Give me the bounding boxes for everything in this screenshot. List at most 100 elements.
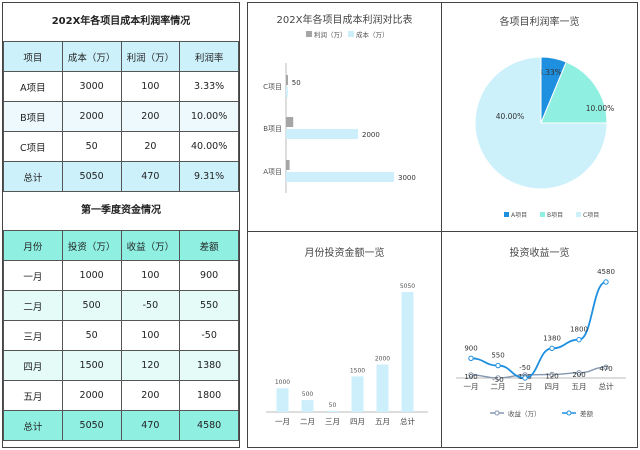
table-row: A项目 3000 100 3.33% xyxy=(3,71,239,102)
table-header-cell: 投资（万） xyxy=(61,230,122,261)
table-cell[interactable]: B项目 xyxy=(3,101,63,132)
table-cell[interactable]: 550 xyxy=(179,290,239,321)
pie-slice xyxy=(540,61,608,124)
chart-investment-panel[interactable]: 月份投资金额一览 1000 一月 500 二月 50 三月 1500 四月 2000 五月 5050… xyxy=(247,231,442,448)
series-line xyxy=(470,366,607,379)
table-cell[interactable]: 9.31% xyxy=(179,161,239,192)
profit-bar xyxy=(286,75,288,85)
table-cell[interactable]: 100 xyxy=(120,260,181,291)
table-cell[interactable]: 五月 xyxy=(3,380,63,411)
table-header-cell: 差额 xyxy=(179,230,239,261)
profit-bar xyxy=(286,117,294,127)
table-cell[interactable]: 500 xyxy=(61,290,122,321)
legend-label: C项目 xyxy=(583,212,599,219)
table-cell[interactable]: A项目 xyxy=(3,71,63,102)
data-label: 550 xyxy=(491,352,504,360)
table-cell[interactable]: 1800 xyxy=(179,380,239,411)
legend-swatch xyxy=(576,212,581,217)
x-tick-label: 二月 xyxy=(300,417,315,426)
category-label: C项目 xyxy=(263,83,282,91)
data-label: 1380 xyxy=(543,334,561,342)
table-cell[interactable]: -50 xyxy=(120,290,181,321)
table-cell[interactable]: 100 xyxy=(120,320,181,351)
table-cell[interactable]: 总计 xyxy=(3,410,63,441)
data-label: 100 xyxy=(464,373,477,381)
data-label: -50 xyxy=(519,364,530,372)
chart-returns-panel[interactable]: 投资收益一览 一月二月三月四月五月总计100-50100120200470900… xyxy=(441,231,638,448)
table-cell[interactable]: 3000 xyxy=(61,71,122,102)
data-label: 4580 xyxy=(597,268,615,276)
data-point xyxy=(468,355,474,362)
data-point xyxy=(468,372,474,378)
table-cell[interactable]: -50 xyxy=(179,320,239,351)
table-cell[interactable]: 1380 xyxy=(179,350,239,381)
legend-label: 收益（万） xyxy=(508,409,541,418)
table-header-cell: 成本（万） xyxy=(61,41,122,72)
column-bar xyxy=(301,400,314,412)
table-cell[interactable]: 3.33% xyxy=(179,71,239,102)
table-cell[interactable]: 50 xyxy=(61,131,122,162)
table-cell[interactable]: 一月 xyxy=(3,260,63,291)
chart-profit-rate-panel[interactable]: 各项目利润率一览 3.33% 10.00% 40.00% A项目 B项目 C项目 xyxy=(441,2,638,232)
table2-title: 第一季度资金情况 xyxy=(81,205,161,216)
pie-slice xyxy=(474,56,608,190)
legend-swatch xyxy=(540,212,545,217)
x-tick-label: 一月 xyxy=(464,382,479,391)
chart-title: 各项目利润率一览 xyxy=(499,17,580,28)
table-cell[interactable]: 5050 xyxy=(61,410,122,441)
table-header-cell: 利润率 xyxy=(179,41,239,72)
legend-label: A项目 xyxy=(511,212,527,219)
column-bar xyxy=(326,410,339,412)
table-cell[interactable]: 50 xyxy=(61,320,122,351)
data-label: -50 xyxy=(492,376,503,384)
table-cell[interactable]: 200 xyxy=(120,101,181,132)
column-bar xyxy=(351,376,364,412)
table-cell[interactable]: 470 xyxy=(120,410,181,441)
data-label: 3000 xyxy=(398,174,416,182)
data-point xyxy=(549,345,555,352)
column-bar xyxy=(376,364,389,412)
table-cell[interactable]: 40.00% xyxy=(179,131,239,162)
table-header-cell: 收益（万） xyxy=(120,230,181,261)
data-point xyxy=(576,370,582,376)
table-cell[interactable]: 总计 xyxy=(3,161,63,192)
data-label: 10.00% xyxy=(586,104,615,113)
table-cell[interactable]: 100 xyxy=(120,71,181,102)
tables-panel: 202X年各项目成本利润率情况 项目 成本（万） 利润（万） 利润率 A项目 3… xyxy=(2,2,240,448)
data-point xyxy=(603,279,609,285)
table-row: 三月 50 100 -50 xyxy=(3,320,239,351)
legend-swatch-profit xyxy=(306,31,312,37)
table-cell[interactable]: 2000 xyxy=(61,101,122,132)
table-cell[interactable]: 470 xyxy=(120,161,181,192)
data-point xyxy=(549,371,555,378)
returns-line-chart: 一月二月三月四月五月总计100-50100120200470900550-501… xyxy=(456,268,626,418)
table-cell[interactable]: 2000 xyxy=(61,380,122,411)
data-label: 500 xyxy=(302,391,314,398)
profit-bar xyxy=(286,160,290,170)
table-cell[interactable]: C项目 xyxy=(3,131,63,162)
table-cell[interactable]: 5050 xyxy=(61,161,122,192)
table-cell[interactable]: 4580 xyxy=(179,410,239,441)
legend-label: 差额 xyxy=(580,409,594,418)
table-cell[interactable]: 10.00% xyxy=(179,101,239,132)
table-cell[interactable]: 20 xyxy=(120,131,181,162)
table-header-cell: 月份 xyxy=(3,230,63,261)
category-label: A项目 xyxy=(263,168,282,176)
data-label: 1500 xyxy=(350,367,365,374)
table-cell[interactable]: 1500 xyxy=(61,350,122,381)
table-cell[interactable]: 1000 xyxy=(61,260,122,291)
table-cell[interactable]: 200 xyxy=(120,380,181,411)
chart-cost-profit-panel[interactable]: 202X年各项目成本利润对比表 利润（万） 成本（万） A项目 3000 B项目 2000… xyxy=(247,2,442,232)
chart-title: 投资收益一览 xyxy=(509,248,570,259)
data-label: 2000 xyxy=(362,131,380,139)
data-label: 470 xyxy=(599,365,612,373)
table-cell[interactable]: 四月 xyxy=(3,350,63,381)
x-tick-label: 总计 xyxy=(599,381,614,391)
data-label: 3.33% xyxy=(538,68,562,77)
table-cell[interactable]: 120 xyxy=(120,350,181,381)
column-bar xyxy=(276,388,289,412)
table-cell[interactable]: 二月 xyxy=(3,290,63,321)
table-cell[interactable]: 900 xyxy=(179,260,239,291)
table-cell[interactable]: 三月 xyxy=(3,320,63,351)
chart-title: 202X年各项目成本利润对比表 xyxy=(276,15,413,26)
